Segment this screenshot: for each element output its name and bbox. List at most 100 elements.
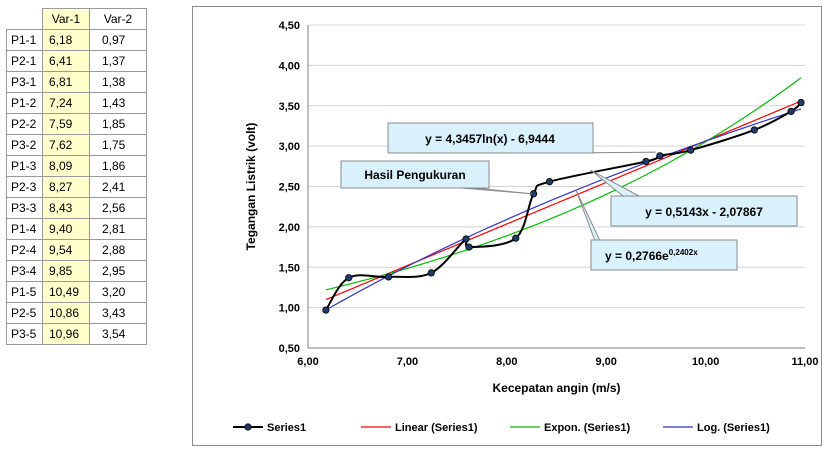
- var2-cell[interactable]: 1,37: [89, 50, 147, 72]
- data-point[interactable]: [656, 152, 664, 160]
- var1-cell[interactable]: 6,81: [42, 71, 90, 93]
- var2-cell[interactable]: 3,20: [89, 281, 147, 303]
- column-header-var2[interactable]: Var-2: [89, 8, 147, 30]
- var2-cell[interactable]: 1,75: [89, 134, 147, 156]
- var1-cell[interactable]: 9,85: [42, 260, 90, 282]
- var1-cell[interactable]: 10,86: [42, 302, 90, 324]
- var1-cell[interactable]: 10,49: [42, 281, 90, 303]
- var2-cell[interactable]: 0,97: [89, 29, 147, 51]
- var1-cell[interactable]: 10,96: [42, 323, 90, 345]
- row-label-cell[interactable]: P2-2: [6, 113, 43, 135]
- x-tick-label: 6,00: [297, 356, 318, 368]
- var1-cell[interactable]: 9,40: [42, 218, 90, 240]
- row-label-cell[interactable]: P3-1: [6, 71, 43, 93]
- legend: Series1 Linear (Series1) Expon. (Series1) L…: [233, 422, 770, 434]
- y-tick-label: 4,00: [279, 60, 300, 72]
- callout-log-text: y = 4,3457ln(x) - 6,9444: [425, 132, 555, 146]
- var1-cell[interactable]: 6,41: [42, 50, 90, 72]
- row-label-cell[interactable]: P2-1: [6, 50, 43, 72]
- var2-cell[interactable]: 3,54: [89, 323, 147, 345]
- row-label-cell[interactable]: P1-1: [6, 29, 43, 51]
- data-point[interactable]: [545, 178, 554, 186]
- table-corner-cell: [7, 9, 43, 30]
- legend-item[interactable]: Linear (Series1): [361, 422, 478, 434]
- var1-cell[interactable]: 9,54: [42, 239, 90, 261]
- var1-cell[interactable]: 7,62: [42, 134, 90, 156]
- row-label-cell[interactable]: P1-2: [6, 92, 43, 114]
- row-label-cell[interactable]: P1-3: [6, 155, 43, 177]
- data-point[interactable]: [750, 126, 758, 134]
- row-label-cell[interactable]: P3-3: [6, 197, 43, 219]
- var2-cell[interactable]: 1,38: [89, 71, 147, 93]
- data-point[interactable]: [322, 306, 330, 314]
- callout-exp-main: y = 0,2766e: [605, 249, 669, 263]
- table-row: P3-4 9,85 2,95: [6, 260, 147, 282]
- callout-hasil-box: [340, 160, 490, 189]
- y-tick-label: 2,50: [279, 182, 300, 194]
- var2-cell[interactable]: 2,56: [89, 197, 147, 219]
- x-tick-label: 8,00: [496, 356, 517, 368]
- legend-item[interactable]: Series1: [233, 422, 306, 434]
- table-row: P1-3 8,09 1,86: [6, 155, 147, 177]
- var1-cell[interactable]: 8,43: [42, 197, 90, 219]
- var2-cell[interactable]: 2,81: [89, 218, 147, 240]
- chart-area[interactable]: 0,50 1,00 1,50 2,00 2,50 3,00 3,50 4,00 4,50 6,00…: [192, 6, 822, 446]
- var2-cell[interactable]: 1,43: [89, 92, 147, 114]
- callout-exp-text: y = 0,2766e0,2402x: [605, 248, 698, 263]
- var1-cell[interactable]: 6,18: [42, 29, 90, 51]
- var2-cell[interactable]: 3,43: [89, 302, 147, 324]
- row-label-cell[interactable]: P3-5: [6, 323, 43, 345]
- table-row: P3-2 7,62 1,75: [6, 134, 147, 156]
- data-point[interactable]: [512, 234, 520, 242]
- table-row: P2-5 10,86 3,43: [6, 302, 147, 324]
- row-label-cell[interactable]: P2-5: [6, 302, 43, 324]
- legend-label: Series1: [267, 422, 306, 434]
- data-point[interactable]: [384, 273, 393, 281]
- row-label-cell[interactable]: P2-3: [6, 176, 43, 198]
- data-point[interactable]: [462, 235, 470, 243]
- table-row: P2-2 7,59 1,85: [6, 113, 147, 135]
- var1-cell[interactable]: 7,24: [42, 92, 90, 114]
- row-label-cell[interactable]: P3-2: [6, 134, 43, 156]
- y-tick-label: 4,50: [279, 20, 300, 32]
- callout-hasil: Hasil Pengukuran: [340, 160, 532, 195]
- table-row: P2-3 8,27 2,41: [6, 176, 147, 198]
- var2-cell[interactable]: 2,95: [89, 260, 147, 282]
- trendline-linear: [325, 100, 802, 301]
- row-label-cell[interactable]: P2-4: [6, 239, 43, 261]
- var1-cell[interactable]: 8,27: [42, 176, 90, 198]
- var2-cell[interactable]: 2,41: [89, 176, 147, 198]
- data-point[interactable]: [797, 98, 805, 107]
- var2-cell[interactable]: 2,88: [89, 239, 147, 261]
- var2-cell[interactable]: 1,86: [89, 155, 147, 177]
- data-point[interactable]: [642, 157, 650, 166]
- data-point[interactable]: [687, 146, 695, 154]
- var1-cell[interactable]: 7,59: [42, 113, 90, 135]
- y-tick-label: 3,00: [279, 141, 300, 153]
- legend-item[interactable]: Log. (Series1): [663, 422, 770, 434]
- column-header-var1[interactable]: Var-1: [42, 8, 90, 30]
- table-row: P1-5 10,49 3,20: [6, 281, 147, 303]
- table-row: P3-1 6,81 1,38: [6, 71, 147, 93]
- x-axis-title: Kecepatan angin (m/s): [492, 381, 620, 395]
- var1-cell[interactable]: 8,09: [42, 155, 90, 177]
- callout-linear-box: [610, 195, 798, 227]
- row-label-cell[interactable]: P1-4: [6, 218, 43, 240]
- y-axis-title: Tegangan Listrik (volt): [244, 123, 258, 251]
- data-point[interactable]: [345, 274, 353, 282]
- legend-item[interactable]: Expon. (Series1): [510, 422, 631, 434]
- callout-hasil-pointer: [460, 187, 532, 195]
- var2-cell[interactable]: 1,85: [89, 113, 147, 135]
- table-row: P1-2 7,24 1,43: [6, 92, 147, 114]
- y-tick-label: 0,50: [279, 343, 300, 355]
- table-row: P3-3 8,43 2,56: [6, 197, 147, 219]
- x-tick-label: 9,00: [595, 356, 616, 368]
- data-point[interactable]: [465, 243, 473, 251]
- legend-label: Expon. (Series1): [544, 422, 631, 434]
- data-table: Var-1 Var-2 P1-1 6,18 0,97 P2-1 6,41 1,37 P3-1…: [6, 8, 147, 345]
- row-label-cell[interactable]: P3-4: [6, 260, 43, 282]
- legend-label: Log. (Series1): [697, 422, 770, 434]
- data-point[interactable]: [427, 269, 435, 277]
- data-point[interactable]: [787, 107, 795, 116]
- row-label-cell[interactable]: P1-5: [6, 281, 43, 303]
